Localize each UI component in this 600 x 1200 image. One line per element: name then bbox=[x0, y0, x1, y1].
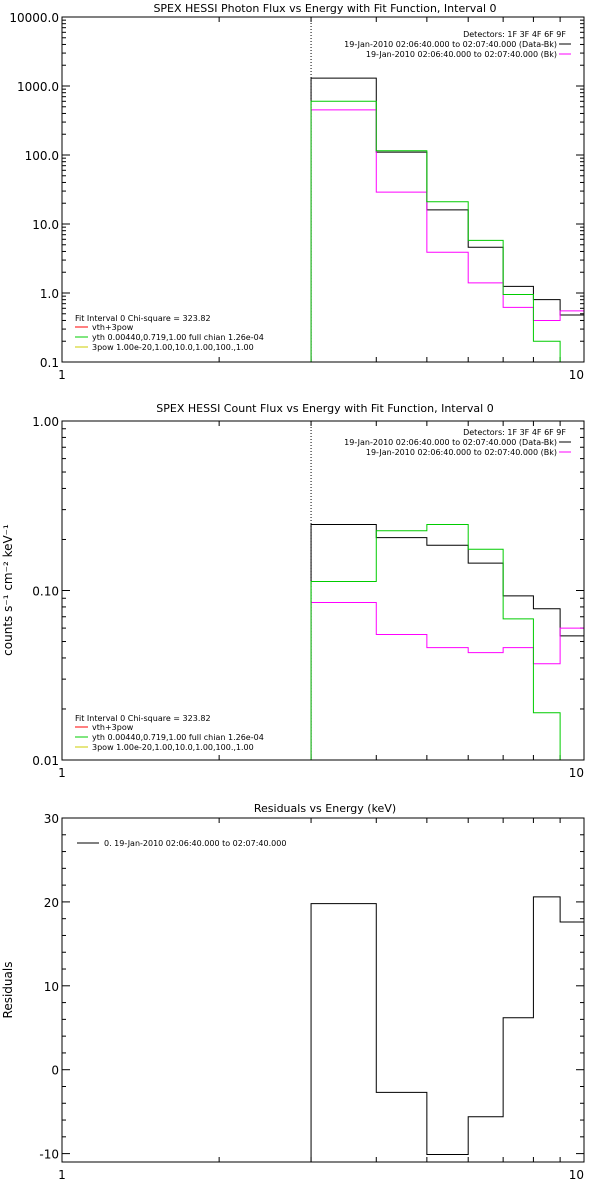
series-data-line bbox=[310, 524, 584, 760]
series-background-line bbox=[310, 601, 584, 760]
y-tick-label: 0.10 bbox=[32, 585, 59, 599]
series-vth-line bbox=[310, 100, 584, 363]
legend-item-3pow: 3pow 1.00e-20,1.00,10.0,1.00,100.,1.00 bbox=[92, 743, 254, 752]
legend-item-3pow: 3pow 1.00e-20,1.00,10.0,1.00,100.,1.00 bbox=[92, 343, 254, 352]
series-data-line bbox=[310, 77, 584, 362]
x-tick-label: 1 bbox=[58, 766, 66, 780]
x-axis: 1 10 bbox=[58, 818, 584, 1182]
legend-item-total: vth+3pow bbox=[92, 323, 134, 332]
residuals-panel: Residuals vs Energy (keV) Residuals -10 0… bbox=[1, 802, 585, 1182]
legend: 0. 19-Jan-2010 02:06:40.000 to 02:07:40.… bbox=[77, 839, 286, 848]
y-tick-label: 0.1 bbox=[40, 356, 59, 370]
chart-title: SPEX HESSI Count Flux vs Energy with Fit… bbox=[156, 402, 493, 415]
y-tick-label: 20 bbox=[44, 896, 59, 910]
photon-flux-panel: SPEX HESSI Photon Flux vs Energy with Fi… bbox=[9, 2, 585, 382]
y-tick-label: 0 bbox=[51, 1064, 59, 1078]
fit-legend-header: Fit Interval 0 Chi-square = 323.82 bbox=[75, 314, 211, 323]
x-axis: 1 10 bbox=[58, 17, 584, 382]
y-tick-label: 30 bbox=[44, 812, 59, 826]
bk-legend-label: 19-Jan-2010 02:06:40.000 to 02:07:40.000… bbox=[366, 448, 557, 457]
y-axis: -10 0 10 20 30 bbox=[39, 812, 584, 1162]
y-axis-label: Residuals bbox=[1, 962, 15, 1019]
detectors-label: Detectors: 1F 3F 4F 6F 9F bbox=[463, 30, 566, 39]
y-axis: 0.01 0.10 1.00 bbox=[32, 415, 584, 768]
series-vth-line bbox=[310, 524, 584, 761]
y-tick-label: 1.00 bbox=[32, 415, 59, 429]
header-legend: Detectors: 1F 3F 4F 6F 9F 19-Jan-2010 02… bbox=[344, 30, 571, 59]
y-axis: 0.1 1.0 10.0 100.0 1000.0 10000.0 bbox=[9, 11, 584, 370]
plot-area bbox=[310, 896, 584, 1162]
data-legend-label: 19-Jan-2010 02:06:40.000 to 02:07:40.000… bbox=[344, 40, 557, 49]
y-axis-label: counts s⁻¹ cm⁻² keV⁻¹ bbox=[1, 524, 15, 656]
legend-item-vth: yth 0.00440,0.719,1.00 full chian 1.26e-… bbox=[92, 333, 264, 342]
y-tick-label: -10 bbox=[39, 1148, 59, 1162]
y-tick-label: 10000.0 bbox=[9, 11, 59, 25]
x-tick-label: 1 bbox=[58, 1168, 66, 1182]
y-tick-label: 1.0 bbox=[40, 287, 59, 301]
y-tick-label: 10.0 bbox=[32, 218, 59, 232]
data-legend-label: 19-Jan-2010 02:06:40.000 to 02:07:40.000… bbox=[344, 438, 557, 447]
x-axis: 1 10 bbox=[58, 421, 584, 780]
x-tick-label: 10 bbox=[569, 766, 584, 780]
fit-legend: Fit Interval 0 Chi-square = 323.82 vth+3… bbox=[75, 314, 264, 352]
plot-area bbox=[310, 421, 584, 761]
legend-item-vth: yth 0.00440,0.719,1.00 full chian 1.26e-… bbox=[92, 733, 264, 742]
bk-legend-label: 19-Jan-2010 02:06:40.000 to 02:07:40.000… bbox=[366, 50, 557, 59]
x-tick-label: 10 bbox=[569, 368, 584, 382]
fit-legend-header: Fit Interval 0 Chi-square = 323.82 bbox=[75, 714, 211, 723]
x-tick-label: 1 bbox=[58, 368, 66, 382]
count-flux-panel: SPEX HESSI Count Flux vs Energy with Fit… bbox=[1, 402, 585, 780]
plot-frame bbox=[61, 420, 585, 761]
chart-title: SPEX HESSI Photon Flux vs Energy with Fi… bbox=[153, 2, 496, 15]
fit-legend: Fit Interval 0 Chi-square = 323.82 vth+3… bbox=[75, 714, 264, 752]
series-data-line bbox=[310, 896, 584, 1162]
y-tick-label: 0.01 bbox=[32, 754, 59, 768]
y-tick-label: 10 bbox=[44, 980, 59, 994]
chart-title: Residuals vs Energy (keV) bbox=[254, 802, 396, 815]
plot-area bbox=[310, 17, 584, 363]
plot-frame bbox=[61, 16, 585, 363]
series-background-line bbox=[310, 109, 584, 362]
plot-frame bbox=[61, 817, 585, 1163]
legend-item-total: vth+3pow bbox=[92, 723, 134, 732]
detectors-label: Detectors: 1F 3F 4F 6F 9F bbox=[463, 428, 566, 437]
x-tick-label: 10 bbox=[569, 1168, 584, 1182]
legend-label: 0. 19-Jan-2010 02:06:40.000 to 02:07:40.… bbox=[104, 839, 286, 848]
y-tick-label: 1000.0 bbox=[17, 80, 59, 94]
header-legend: Detectors: 1F 3F 4F 6F 9F 19-Jan-2010 02… bbox=[344, 428, 571, 457]
y-tick-label: 100.0 bbox=[25, 149, 59, 163]
